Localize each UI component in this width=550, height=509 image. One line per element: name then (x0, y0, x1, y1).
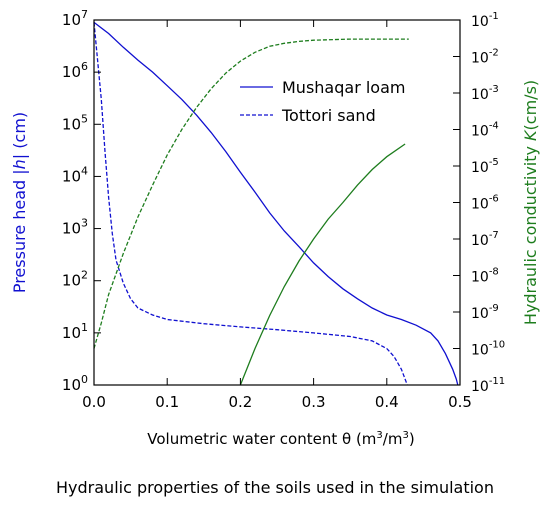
series-line-tottori-sand-hydraulic-conductivity (93, 38, 409, 349)
legend-label-1: Tottori sand (281, 106, 376, 125)
x-axis-label: Volumetric water content θ (m3/m3) (147, 430, 414, 448)
y-right-tick-label: 10-2 (471, 48, 499, 67)
y-left-tick-label: 102 (62, 269, 88, 290)
legend-background (236, 70, 434, 128)
series-line-mushaqar-loam-pressure-head (93, 21, 459, 386)
y-left-tick-label: 106 (62, 60, 88, 81)
y-right-tick-label: 10-5 (471, 157, 499, 176)
y-right-tick-label: 10-8 (471, 267, 499, 286)
y-left-tick-label: 107 (62, 8, 88, 29)
x-tick-label: 0.5 (448, 393, 472, 411)
y-right-axis-label: Hydraulic conductivity K(cm/s) (521, 80, 540, 325)
y-right-tick-label: 10-6 (471, 194, 499, 213)
y-left-tick-label: 103 (62, 217, 88, 238)
y-left-axis-label: Pressure head |h| (cm) (10, 112, 29, 293)
y-left-tick-label: 100 (62, 373, 88, 394)
y-right-tick-label: 10-4 (471, 121, 499, 140)
figure-caption: Hydraulic properties of the soils used i… (56, 478, 494, 497)
series-line-mushaqar-loam-hydraulic-conductivity (239, 143, 406, 386)
y-left-tick-label: 101 (62, 321, 88, 342)
y-right-tick-label: 10-11 (471, 376, 505, 395)
x-tick-label: 0.4 (375, 393, 399, 411)
legend: Mushaqar loam Tottori sand (236, 70, 434, 128)
y-right-tick-label: 10-3 (471, 84, 499, 103)
hydraulic-properties-chart: 0.0 0.1 0.2 0.3 0.4 0.5 100 101 102 103 104 105 106 1… (10, 8, 540, 448)
y-right-tick-label: 10-1 (471, 11, 499, 30)
y-right-tick-label: 10-9 (471, 303, 499, 322)
y-right-tick-label: 10-10 (471, 340, 505, 359)
legend-label-0: Mushaqar loam (282, 78, 405, 97)
y-right-tick-label: 10-7 (471, 230, 499, 249)
y-left-tick-label: 104 (62, 164, 88, 185)
y-left-tick-label: 105 (62, 112, 88, 133)
series-line-tottori-sand-pressure-head (93, 22, 408, 386)
x-tick-label: 0.0 (82, 393, 106, 411)
x-tick-label: 0.3 (302, 393, 326, 411)
x-tick-label: 0.2 (228, 393, 252, 411)
x-tick-label: 0.1 (155, 393, 179, 411)
